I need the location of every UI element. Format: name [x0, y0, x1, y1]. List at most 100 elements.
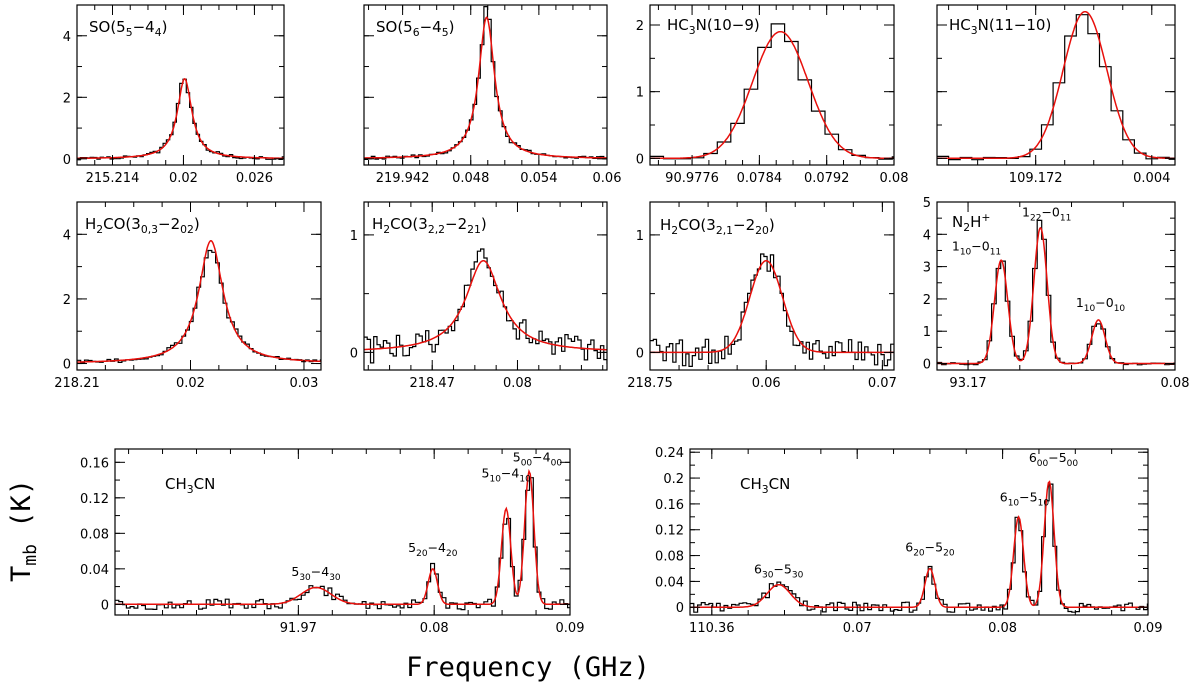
- y-tick-label: 0.24: [655, 446, 684, 461]
- transition-label-part: 10: [489, 474, 501, 484]
- y-tick-label: 0: [636, 152, 644, 167]
- observed-spectrum: [937, 219, 1175, 366]
- panel-title-part: −4: [133, 18, 155, 36]
- transition-label-part: 00: [551, 458, 563, 468]
- y-tick-label: 1: [350, 229, 358, 244]
- panel-title-part: 5: [126, 26, 133, 39]
- spectrum-panel: 219.942 0.048 0.054 0.06 SO(56−45): [363, 4, 622, 186]
- x-tick-label: 0.03: [290, 376, 319, 391]
- x-tick-label: 0.054: [520, 171, 557, 186]
- transition-label-part: −5: [925, 540, 943, 555]
- panel-title-part: −2: [445, 215, 467, 233]
- spectrum-panel: 90.9776 0.0784 0.0792 0.08 0 1 2 HC3N(10−9): [636, 4, 909, 186]
- y-axis-title-base: T: [6, 566, 37, 582]
- model-fit-line: [690, 480, 1148, 608]
- transition-label-part: −0: [1041, 205, 1059, 220]
- model-fit-line: [364, 260, 607, 351]
- transition-label-part: −5: [773, 562, 791, 577]
- transition-label-part: 30: [329, 573, 341, 583]
- y-tick-label: 0: [350, 346, 358, 361]
- panel-title-part: CN: [769, 475, 791, 493]
- x-tick-label: 215.214: [86, 171, 140, 186]
- x-tick-label: 0.08: [1161, 376, 1190, 391]
- transition-label-part: −4: [532, 449, 550, 464]
- y-tick-label: 0: [923, 358, 931, 373]
- panel-frame: [76, 201, 322, 371]
- transition-label-part: 10: [1008, 498, 1020, 508]
- panel-title-part: HC: [667, 16, 689, 34]
- x-tick-label: 0.02: [176, 376, 205, 391]
- x-tick-label: 0.08: [988, 621, 1017, 636]
- panel-title-part: 3: [971, 24, 978, 37]
- model-fit-line: [937, 10, 1175, 160]
- panel-title-part: N(11−10): [978, 16, 1052, 34]
- transition-label-part: 6: [1029, 450, 1037, 465]
- y-tick-label: 4: [923, 228, 931, 243]
- y-tick-label: 2: [63, 91, 71, 106]
- panel-title-part: N: [952, 213, 963, 231]
- y-tick-label: 0.16: [655, 498, 684, 513]
- x-tick-label: 0.09: [1134, 621, 1163, 636]
- y-tick-label: 0: [101, 598, 109, 613]
- transition-label-part: 5: [291, 564, 299, 579]
- y-tick-label: 0.12: [655, 524, 684, 539]
- x-tick-label: 218.21: [54, 376, 100, 391]
- y-tick-label: 0: [676, 601, 684, 616]
- x-tick-label: 0.07: [868, 376, 897, 391]
- panel-title-part: CH: [740, 475, 762, 493]
- panel-title: HC3N(11−10): [949, 16, 1051, 37]
- x-tick-label: 0.07: [843, 621, 872, 636]
- transition-label-part: 00: [1037, 459, 1049, 469]
- x-tick-label: 109.172: [1009, 171, 1063, 186]
- transition-label: 122−011: [1022, 205, 1071, 224]
- panel-title: SO(55−44): [89, 18, 167, 39]
- panel-title-part: 20: [755, 224, 769, 237]
- panel-frame: [114, 448, 571, 616]
- y-tick-label: 0.2: [663, 472, 684, 487]
- transition-label-part: 5: [482, 465, 490, 480]
- x-tick-label: 219.942: [376, 171, 430, 186]
- panel-title-part: −2: [733, 216, 755, 234]
- transition-label-part: −0: [971, 238, 989, 253]
- transition-label-part: −0: [1095, 295, 1113, 310]
- y-tick-label: 0.08: [655, 550, 684, 565]
- x-tick-label: 0.02: [169, 171, 198, 186]
- transition-label-part: 5: [513, 449, 521, 464]
- panel-title: H2CO(32,1−220): [660, 216, 775, 237]
- transition-label-part: 20: [943, 549, 955, 559]
- transition-label-part: 00: [1067, 459, 1079, 469]
- transition-label: 630−530: [754, 562, 804, 581]
- observed-spectrum: [115, 477, 570, 611]
- panel-frame: [76, 4, 285, 166]
- y-tick-label: 0: [63, 153, 71, 168]
- panel-title-part: 6: [413, 26, 420, 39]
- observed-spectrum: [650, 23, 894, 160]
- model-fit-line: [650, 260, 894, 354]
- transition-label-part: −4: [501, 465, 519, 480]
- panel-title: CH3CN: [740, 475, 790, 496]
- transition-label-part: −5: [1019, 489, 1037, 504]
- panel-title-part: +: [981, 211, 990, 224]
- transition-label-part: 10: [519, 474, 531, 484]
- panel-title-part: ): [769, 216, 775, 234]
- y-axis-title-group: Tmb (K): [6, 479, 41, 582]
- x-tick-label: 0.0784: [737, 171, 783, 186]
- transition-label-part: 6: [905, 540, 913, 555]
- panel-title-part: CO(3: [103, 215, 141, 233]
- transition-label-part: 30: [792, 571, 804, 581]
- x-tick-label: 0.06: [593, 171, 622, 186]
- transition-label-part: 22: [1030, 214, 1041, 224]
- transition-label-part: 30: [299, 573, 311, 583]
- panel-title-part: 3: [187, 483, 194, 496]
- x-tick-label: 0.004: [1133, 171, 1170, 186]
- transition-label-part: 1: [952, 238, 960, 253]
- x-tick-label: 0.08: [880, 171, 909, 186]
- model-fit-line: [115, 468, 570, 606]
- transition-label-part: 30: [762, 571, 774, 581]
- spectrum-panel: 91.97 0.08 0.0900.040.080.120.16CH3CN530−4…: [80, 448, 584, 636]
- panel-title-part: 2,1: [716, 224, 733, 237]
- panel-title-part: H: [85, 215, 96, 233]
- model-fit-line: [937, 226, 1175, 365]
